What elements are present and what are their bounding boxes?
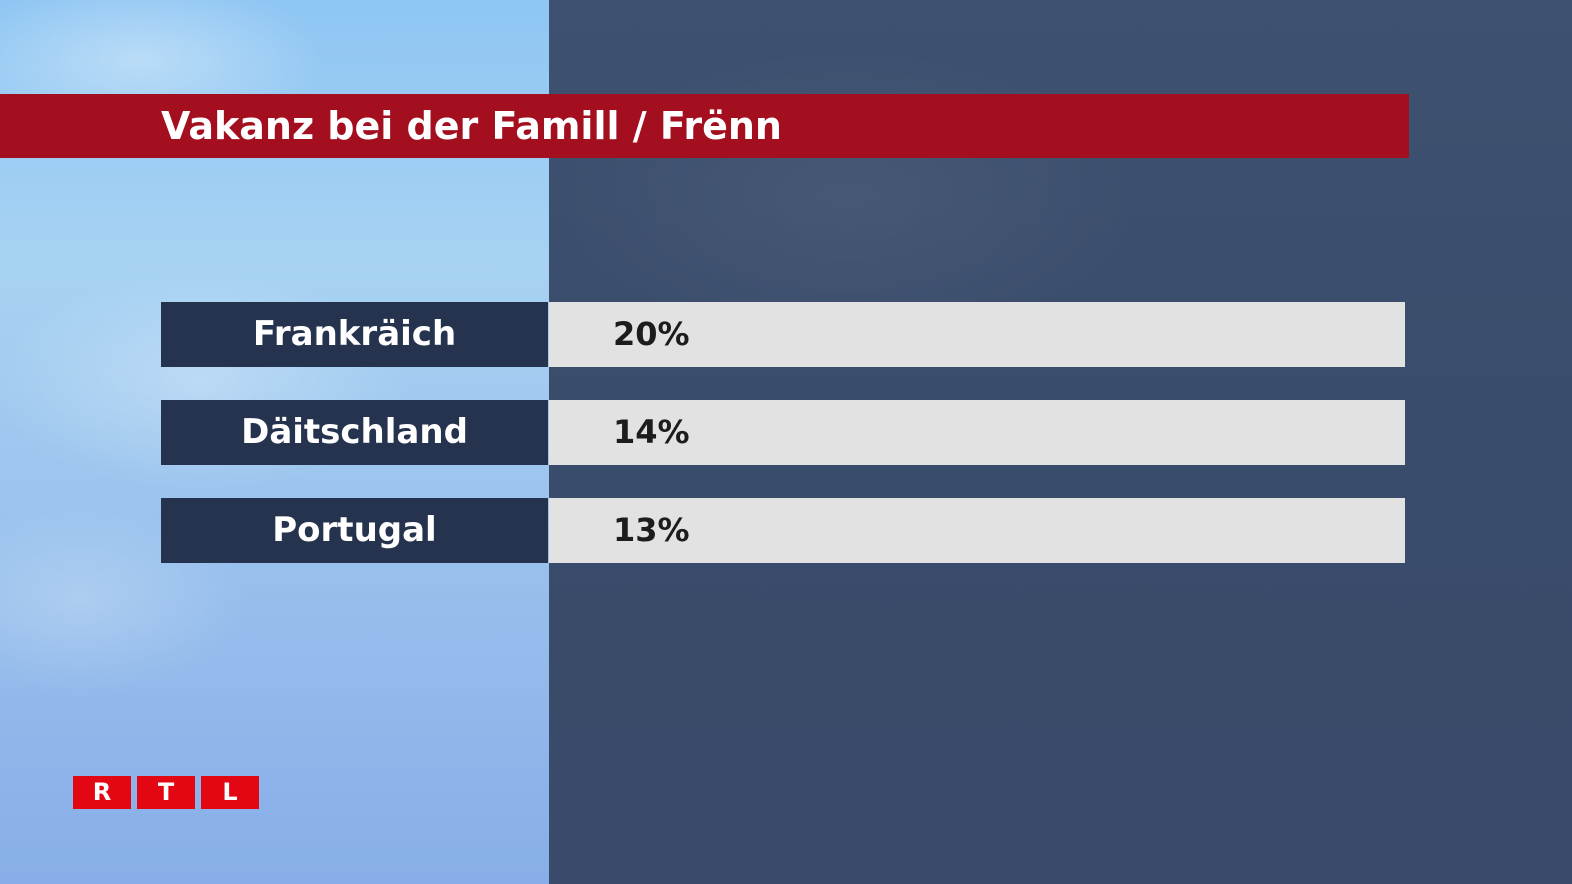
title-bar: Vakanz bei der Famill / Frënn bbox=[0, 94, 1409, 158]
list-item-portugal: Portugal 13% bbox=[161, 498, 1405, 563]
logo-letter-t: T bbox=[137, 776, 195, 809]
list-item-daitschland: Däitschland 14% bbox=[161, 400, 1405, 465]
rtl-logo: R T L bbox=[73, 776, 259, 809]
row-label: Portugal bbox=[161, 498, 548, 563]
logo-letter-l: L bbox=[201, 776, 259, 809]
row-value: 20% bbox=[549, 302, 1405, 367]
logo-letter-r: R bbox=[73, 776, 131, 809]
row-label: Däitschland bbox=[161, 400, 548, 465]
page-title: Vakanz bei der Famill / Frënn bbox=[161, 104, 782, 148]
list-item-frankraich: Frankräich 20% bbox=[161, 302, 1405, 367]
row-value: 13% bbox=[549, 498, 1405, 563]
row-value: 14% bbox=[549, 400, 1405, 465]
row-label: Frankräich bbox=[161, 302, 548, 367]
